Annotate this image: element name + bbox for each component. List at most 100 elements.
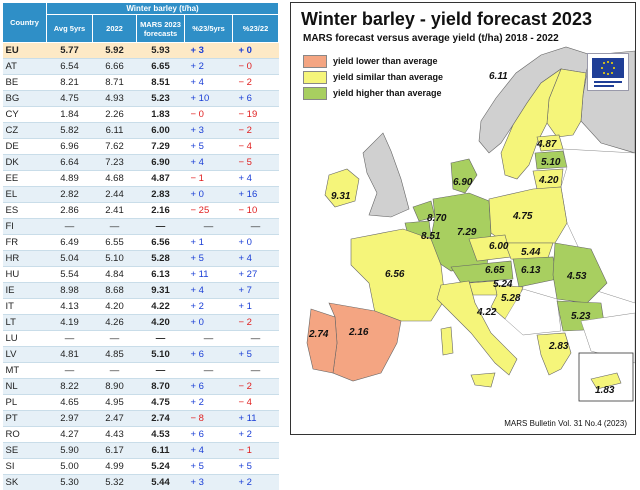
cell-2022: 4.99: [93, 459, 137, 475]
legend-item-higher: yield higher than average: [303, 87, 442, 100]
map-label-nl: 8.70: [427, 213, 447, 224]
cell-avg-5yrs: 4.89: [47, 171, 93, 187]
cell-pct-22: + 4: [233, 251, 279, 267]
cell-avg-5yrs: 1.84: [47, 107, 93, 123]
cell-avg-5yrs: 6.96: [47, 139, 93, 155]
cell-country: EL: [3, 187, 47, 203]
cell-2022: 2.47: [93, 411, 137, 427]
cell-forecast: 2.83: [137, 187, 185, 203]
cell-pct-5yrs: + 0: [185, 187, 233, 203]
cell-forecast: 8.51: [137, 75, 185, 91]
cell-pct-22: + 0: [233, 43, 279, 59]
cell-avg-5yrs: —: [47, 363, 93, 379]
cell-pct-22: —: [233, 219, 279, 235]
cell-pct-5yrs: + 5: [185, 459, 233, 475]
cell-forecast: 4.22: [137, 299, 185, 315]
cell-pct-5yrs: + 11: [185, 267, 233, 283]
cell-2022: 8.90: [93, 379, 137, 395]
cell-avg-5yrs: 4.75: [47, 91, 93, 107]
cell-country: PT: [3, 411, 47, 427]
cell-forecast: 5.93: [137, 43, 185, 59]
cell-pct-5yrs: + 6: [185, 347, 233, 363]
cell-pct-5yrs: − 1: [185, 171, 233, 187]
cell-avg-5yrs: 2.97: [47, 411, 93, 427]
eu-commission-logo: [587, 53, 629, 91]
cell-pct-22: + 2: [233, 427, 279, 443]
map-label-fr: 6.56: [385, 269, 405, 280]
cell-avg-5yrs: 4.81: [47, 347, 93, 363]
cell-forecast: 4.53: [137, 427, 185, 443]
cell-forecast: 6.56: [137, 235, 185, 251]
cell-forecast: —: [137, 363, 185, 379]
cell-country: DK: [3, 155, 47, 171]
cell-2022: —: [93, 219, 137, 235]
cell-2022: 4.26: [93, 315, 137, 331]
cell-forecast: 4.75: [137, 395, 185, 411]
cell-avg-5yrs: 5.82: [47, 123, 93, 139]
cell-avg-5yrs: 4.27: [47, 427, 93, 443]
map-region-portugal: [307, 309, 337, 373]
map-subtitle: MARS forecast versus average yield (t/ha…: [303, 33, 559, 44]
cell-2022: 7.62: [93, 139, 137, 155]
cell-country: FI: [3, 219, 47, 235]
cell-country: BE: [3, 75, 47, 91]
map-label-pl: 4.75: [512, 211, 533, 222]
cell-country: IE: [3, 283, 47, 299]
cell-pct-22: − 2: [233, 315, 279, 331]
cell-country: ES: [3, 203, 47, 219]
map-label-ee: 4.87: [536, 139, 557, 150]
cell-pct-22: + 2: [233, 475, 279, 490]
cell-pct-5yrs: —: [185, 219, 233, 235]
legend-label-similar: yield similar than average: [333, 72, 443, 82]
cell-pct-5yrs: + 4: [185, 75, 233, 91]
legend-item-lower: yield lower than average: [303, 55, 438, 68]
cell-avg-5yrs: 8.98: [47, 283, 93, 299]
cell-pct-22: + 11: [233, 411, 279, 427]
header-pct-5yrs: %23/5yrs: [185, 15, 233, 43]
cell-2022: 2.41: [93, 203, 137, 219]
legend-label-higher: yield higher than average: [333, 88, 442, 98]
cell-2022: 4.20: [93, 299, 137, 315]
cell-pct-22: − 4: [233, 139, 279, 155]
cell-2022: —: [93, 331, 137, 347]
cell-pct-22: − 19: [233, 107, 279, 123]
cell-pct-5yrs: + 1: [185, 235, 233, 251]
cell-forecast: 6.65: [137, 59, 185, 75]
cell-avg-5yrs: 8.22: [47, 379, 93, 395]
cell-pct-22: − 4: [233, 395, 279, 411]
map-label-de: 7.29: [457, 227, 477, 238]
cell-avg-5yrs: 2.86: [47, 203, 93, 219]
cell-forecast: 8.70: [137, 379, 185, 395]
cell-pct-22: − 2: [233, 379, 279, 395]
cell-avg-5yrs: 5.00: [47, 459, 93, 475]
map-region-sardinia: [441, 327, 453, 355]
cell-country: SK: [3, 475, 47, 490]
cell-pct-5yrs: —: [185, 331, 233, 347]
cell-2022: 5.32: [93, 475, 137, 490]
cell-pct-5yrs: + 3: [185, 43, 233, 59]
cell-country: BG: [3, 91, 47, 107]
map-label-cz: 6.00: [489, 241, 509, 252]
map-label-se: 6.11: [489, 71, 508, 82]
header-avg-5yrs: Avg 5yrs: [47, 15, 93, 43]
cell-avg-5yrs: 6.54: [47, 59, 93, 75]
cell-2022: 2.26: [93, 107, 137, 123]
cell-avg-5yrs: 5.77: [47, 43, 93, 59]
cell-avg-5yrs: 5.30: [47, 475, 93, 490]
cell-country: LV: [3, 347, 47, 363]
cell-avg-5yrs: —: [47, 331, 93, 347]
cell-avg-5yrs: 4.65: [47, 395, 93, 411]
cell-forecast: 2.16: [137, 203, 185, 219]
cell-pct-22: + 6: [233, 91, 279, 107]
map-label-sk: 5.44: [521, 247, 541, 258]
cell-pct-22: + 5: [233, 459, 279, 475]
